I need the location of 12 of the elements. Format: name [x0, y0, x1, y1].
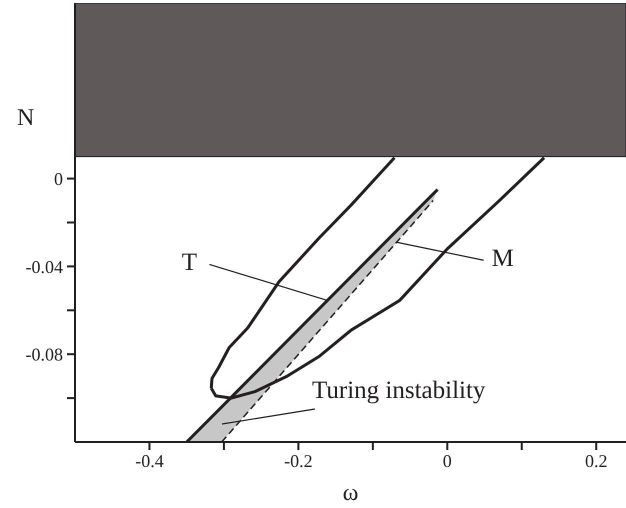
x-axis-title: ω	[342, 480, 358, 506]
y-axis-title: N	[17, 105, 34, 131]
annotation: T	[182, 249, 198, 276]
annotation: M	[492, 244, 514, 272]
y-tick-label: -0.04	[26, 256, 63, 277]
x-tick-label: 0	[442, 450, 452, 471]
y-tick-label: 0	[54, 168, 63, 189]
x-tick-label: -0.4	[135, 450, 164, 471]
x-tick-label: 0.2	[584, 450, 608, 471]
annotation: Turing instability	[312, 377, 486, 404]
y-tick-label: -0.08	[26, 344, 63, 365]
x-tick-label: -0.2	[284, 450, 313, 471]
